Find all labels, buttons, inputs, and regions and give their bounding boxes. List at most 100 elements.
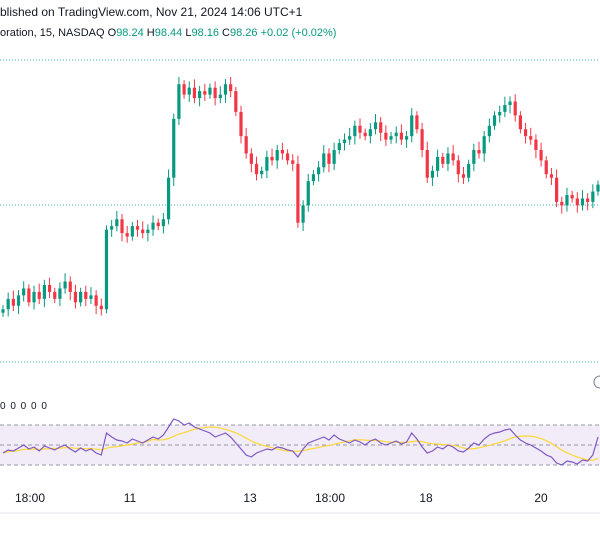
candle bbox=[213, 81, 217, 106]
low-value: 98.16 bbox=[191, 27, 219, 39]
candle bbox=[32, 285, 36, 310]
candle bbox=[337, 138, 341, 155]
candle bbox=[187, 81, 191, 102]
candle bbox=[120, 214, 124, 242]
candle bbox=[203, 83, 207, 101]
candle bbox=[306, 173, 310, 212]
candle bbox=[399, 124, 403, 145]
candle bbox=[373, 114, 378, 135]
candle bbox=[47, 277, 52, 299]
candle bbox=[513, 94, 517, 122]
candle bbox=[580, 190, 585, 211]
candle bbox=[68, 276, 72, 301]
candle bbox=[27, 284, 31, 307]
candle bbox=[166, 169, 171, 225]
candle bbox=[110, 219, 114, 237]
x-tick-label: 18:00 bbox=[15, 491, 45, 505]
candle bbox=[22, 281, 26, 302]
x-tick-label: 11 bbox=[124, 491, 137, 505]
candle bbox=[492, 111, 497, 130]
close-value: 98.26 bbox=[230, 27, 258, 39]
candle bbox=[508, 96, 512, 114]
candle bbox=[125, 225, 129, 243]
scroll-to-latest-icon[interactable] bbox=[593, 375, 600, 389]
candle bbox=[1, 305, 5, 317]
candle bbox=[192, 79, 197, 104]
candle bbox=[73, 284, 78, 309]
candle bbox=[198, 85, 202, 107]
candle bbox=[244, 127, 248, 159]
candle bbox=[79, 287, 83, 307]
candle bbox=[523, 123, 528, 144]
candle bbox=[560, 196, 564, 214]
candle bbox=[430, 165, 435, 186]
candles bbox=[1, 76, 600, 317]
candle bbox=[379, 117, 383, 141]
candle bbox=[254, 156, 259, 181]
publish-header: blished on TradingView.com, Nov 21, 2024… bbox=[0, 5, 303, 19]
candle bbox=[348, 127, 352, 145]
candle bbox=[53, 287, 57, 303]
candle bbox=[534, 134, 538, 159]
candle bbox=[487, 118, 491, 143]
candle bbox=[461, 166, 466, 184]
candle bbox=[161, 213, 165, 234]
candle bbox=[94, 290, 98, 315]
candle bbox=[223, 79, 228, 103]
candle bbox=[544, 156, 548, 179]
candle bbox=[404, 130, 409, 148]
candle bbox=[363, 128, 367, 141]
candle bbox=[394, 126, 398, 144]
candle bbox=[539, 142, 543, 167]
rsi-band bbox=[0, 425, 600, 465]
candle bbox=[353, 120, 357, 145]
candle bbox=[518, 111, 522, 134]
candle bbox=[89, 287, 93, 305]
candle bbox=[591, 184, 595, 209]
candle bbox=[441, 152, 445, 168]
candle bbox=[291, 154, 295, 172]
candle bbox=[570, 190, 574, 203]
candle bbox=[141, 221, 145, 239]
candle bbox=[265, 150, 269, 179]
candle bbox=[586, 193, 590, 211]
candle bbox=[146, 224, 150, 242]
candle bbox=[296, 155, 300, 228]
candle bbox=[99, 298, 103, 316]
high-value: 98.44 bbox=[154, 27, 183, 39]
candle bbox=[234, 87, 238, 117]
candle bbox=[358, 118, 362, 139]
candle bbox=[456, 155, 460, 183]
candle bbox=[467, 159, 471, 182]
candle bbox=[549, 168, 554, 185]
candle bbox=[342, 133, 347, 151]
candle bbox=[177, 76, 181, 126]
candle bbox=[172, 113, 176, 186]
candle bbox=[410, 108, 414, 143]
close-label: C bbox=[222, 27, 230, 39]
open-label: O bbox=[107, 27, 117, 39]
candle bbox=[503, 96, 507, 118]
candle bbox=[451, 145, 455, 166]
candle bbox=[280, 142, 284, 160]
candle bbox=[425, 141, 429, 183]
symbol-label: oration, 15, NASDAQ bbox=[0, 27, 105, 39]
candle bbox=[301, 200, 305, 231]
x-tick-label: 18 bbox=[419, 491, 433, 505]
candle bbox=[332, 142, 336, 171]
ohlc-legend: oration, 15, NASDAQ O98.24 H98.44 L98.16… bbox=[0, 27, 336, 39]
candle bbox=[529, 127, 533, 145]
candle bbox=[239, 105, 243, 144]
candle bbox=[317, 161, 321, 182]
candle bbox=[275, 144, 279, 169]
candle bbox=[130, 222, 134, 241]
high-label: H bbox=[146, 27, 155, 39]
time-axis: 18:00 11 13 18:00 18 20 bbox=[15, 491, 548, 505]
candle bbox=[389, 132, 393, 144]
candle bbox=[229, 76, 233, 98]
candle bbox=[498, 105, 502, 123]
open-value: 98.24 bbox=[116, 27, 144, 39]
candle bbox=[436, 149, 440, 177]
indicator-values: 0 0 0 0 0 bbox=[0, 401, 48, 412]
